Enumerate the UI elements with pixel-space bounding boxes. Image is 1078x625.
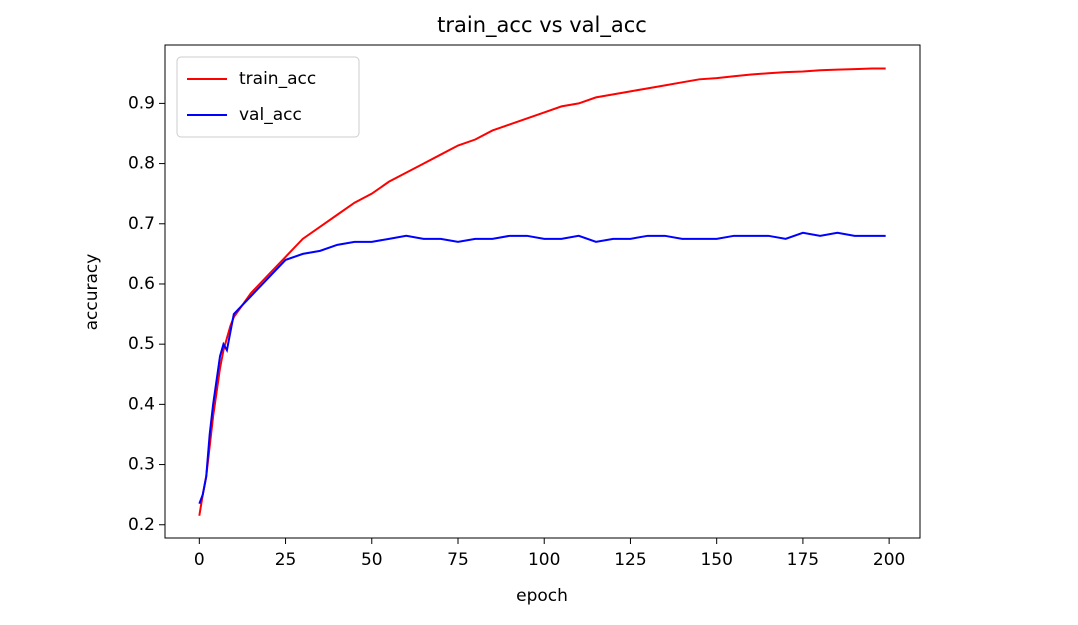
x-tick-label: 175 [787,550,819,570]
y-tick-label: 0.8 [128,154,155,174]
y-tick-label: 0.9 [128,93,155,113]
series-line [198,67,886,516]
y-tick-label: 0.5 [128,334,155,354]
y-axis-label: accuracy [82,254,102,331]
y-tick-label: 0.2 [128,515,155,535]
y-tick-label: 0.7 [128,214,155,234]
x-tick-label: 0 [194,550,205,570]
x-tick-label: 50 [361,550,383,570]
x-tick-label: 125 [614,550,646,570]
x-axis-label: epoch [516,586,568,606]
chart-title: train_acc vs val_acc [437,13,647,38]
x-tick-label: 150 [700,550,732,570]
x-tick-label: 25 [275,550,297,570]
x-tick-label: 100 [528,550,560,570]
y-tick-label: 0.4 [128,394,155,414]
y-tick-label: 0.6 [128,274,155,294]
y-tick-label: 0.3 [128,455,155,475]
legend-label: train_acc [239,69,316,89]
x-tick-label: 200 [873,550,905,570]
legend-label: val_acc [239,105,302,125]
x-tick-label: 75 [447,550,469,570]
plot-frame [164,44,921,539]
series-line [198,231,886,505]
legend-box [176,56,360,138]
